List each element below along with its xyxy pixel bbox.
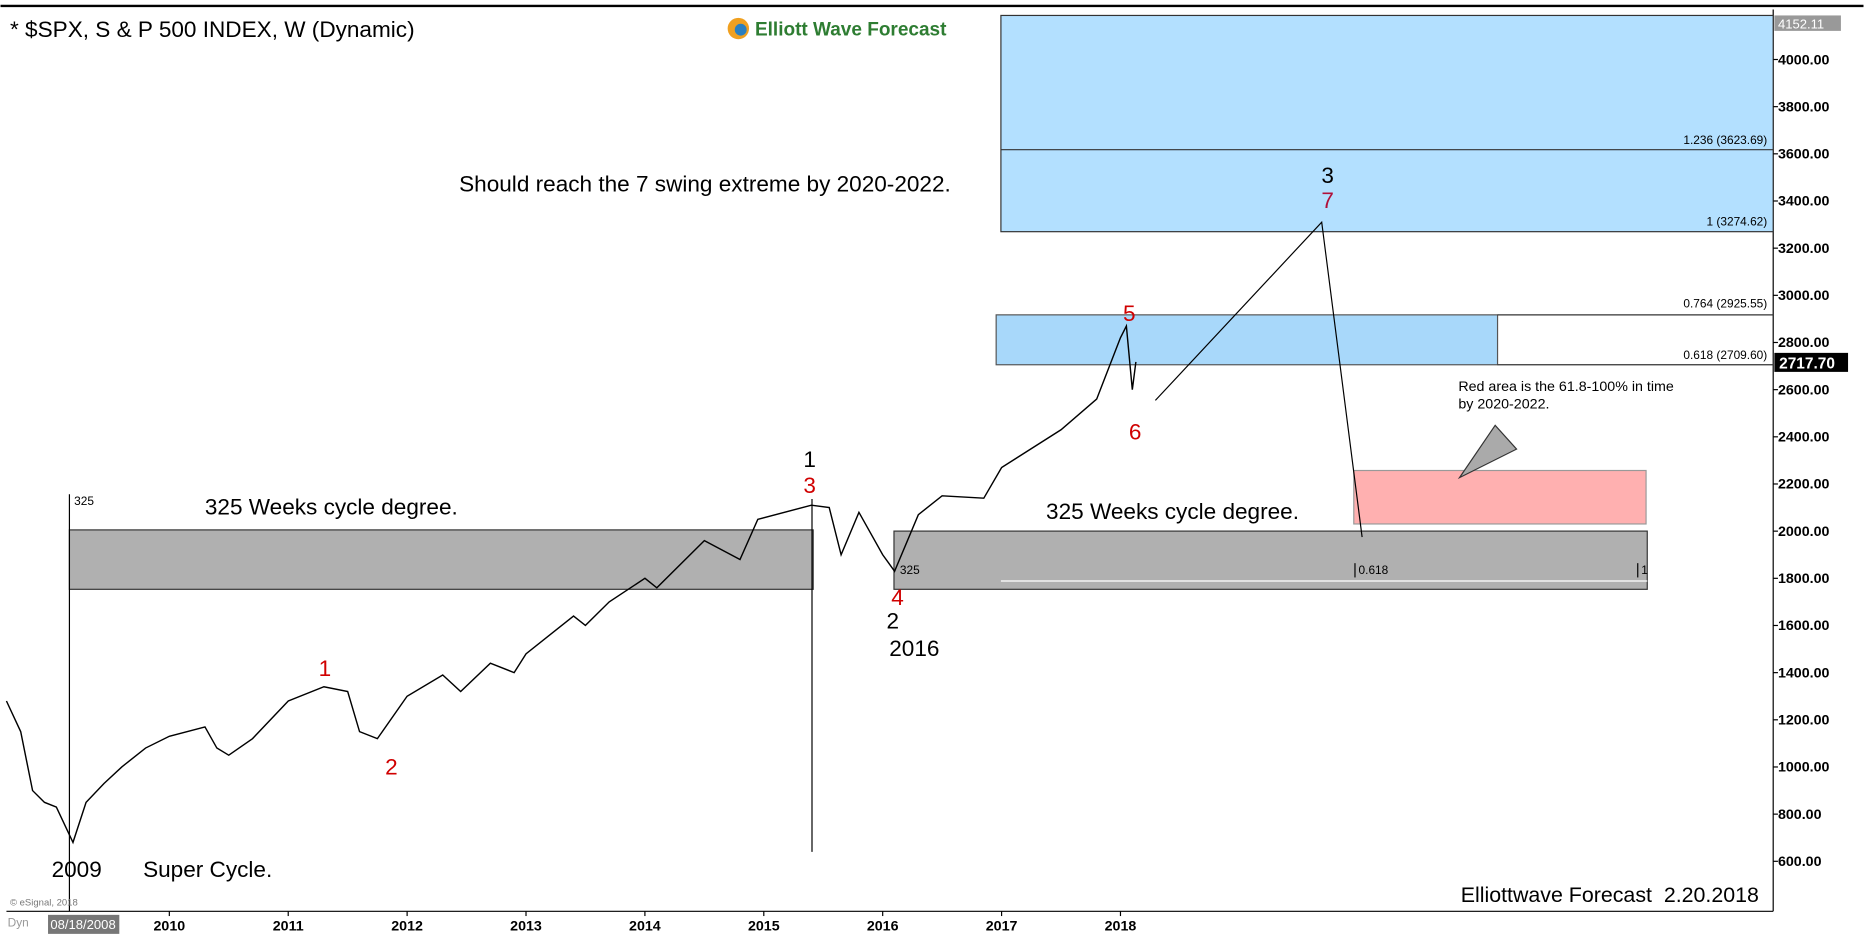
y-tick-label: 800.00 xyxy=(1778,807,1822,823)
cycle-zone xyxy=(893,530,1648,590)
y-tick-label: 2000.00 xyxy=(1778,524,1830,540)
annotation: 325 xyxy=(900,563,920,577)
annotation: 2 xyxy=(887,609,900,634)
x-tick-label: 2014 xyxy=(629,918,661,934)
annotation: 1 xyxy=(319,656,332,681)
arrow xyxy=(1457,424,1518,480)
y-tick-label: 1200.00 xyxy=(1778,713,1830,729)
y-tick-label: 2200.00 xyxy=(1778,477,1830,493)
logo-icon xyxy=(734,23,747,36)
y-tick-label: 1800.00 xyxy=(1778,571,1830,587)
y-tick-label: 3800.00 xyxy=(1778,99,1830,115)
x-tick-label: 2016 xyxy=(867,918,899,934)
annotation: 4 xyxy=(891,585,904,610)
y-tick-label: 3600.00 xyxy=(1778,147,1830,163)
x-tick-label: 2012 xyxy=(391,918,423,934)
x-tick-label: 2018 xyxy=(1105,918,1137,934)
annotation: © eSignal, 2018 xyxy=(10,897,78,908)
fib-label: 0.764 (2925.55) xyxy=(1683,297,1767,311)
fib-label: 1 (3274.62) xyxy=(1707,215,1768,229)
annotation: 3 xyxy=(803,473,816,498)
y-tick-label: 2800.00 xyxy=(1778,335,1830,351)
date-box xyxy=(48,914,120,934)
dyn-label: Dyn xyxy=(8,916,29,930)
y-tick-label: 3000.00 xyxy=(1778,288,1830,304)
annotation: 6 xyxy=(1129,420,1142,445)
chart-title: * $SPX, S & P 500 INDEX, W (Dynamic) xyxy=(10,17,415,42)
y-tick-label: 3400.00 xyxy=(1778,194,1830,210)
annotation: 325 Weeks cycle degree. xyxy=(205,494,458,519)
fib-label: 1.236 (3623.69) xyxy=(1683,133,1767,147)
annotation: 2 xyxy=(385,755,398,780)
fib-label: 0.618 (2709.60) xyxy=(1683,348,1767,362)
annotation: 3 xyxy=(1321,163,1334,188)
price-tag: 2717.70 xyxy=(1779,355,1835,372)
annotation: 0.618 xyxy=(1359,563,1389,577)
price-line xyxy=(5,323,1137,845)
annotation: Elliottwave Forecast 2.20.2018 xyxy=(1461,883,1759,907)
projection xyxy=(1154,220,1363,538)
y-tick-label: 3200.00 xyxy=(1778,241,1830,257)
price-tag: 4152.11 xyxy=(1778,17,1824,32)
annotation: 2016 xyxy=(889,636,939,661)
price-tag-box xyxy=(1774,15,1841,31)
x-tick-label: 2011 xyxy=(273,918,304,934)
x-tick-label: 2013 xyxy=(510,918,542,934)
x-tick-label: 2017 xyxy=(986,918,1018,934)
annotation: 325 xyxy=(74,494,94,508)
price-tag-box xyxy=(1774,352,1849,372)
annotation: 325 Weeks cycle degree. xyxy=(1046,499,1299,524)
logo: Elliott Wave Forecast xyxy=(755,20,947,41)
annotation: 2009 xyxy=(52,857,102,882)
cycle-zone xyxy=(68,529,814,590)
target-zone xyxy=(1000,14,1774,233)
time-zone xyxy=(1353,469,1647,525)
y-tick-label: 1600.00 xyxy=(1778,618,1830,634)
wave5-zone xyxy=(995,314,1499,366)
annotation: by 2020-2022. xyxy=(1458,397,1549,413)
annotation: 1 xyxy=(803,447,816,472)
x-tick-label: 2010 xyxy=(153,918,185,934)
annotation: 7 xyxy=(1321,188,1334,213)
annotation: Super Cycle. xyxy=(143,857,272,882)
annotation: Should reach the 7 swing extreme by 2020… xyxy=(459,171,951,196)
annotation: 5 xyxy=(1123,301,1136,326)
annotation: 1 xyxy=(1641,563,1648,577)
y-tick-label: 1400.00 xyxy=(1778,665,1830,681)
y-tick-label: 2400.00 xyxy=(1778,430,1830,446)
y-tick-label: 1000.00 xyxy=(1778,760,1830,776)
y-tick-label: 2600.00 xyxy=(1778,382,1830,398)
y-tick-label: 600.00 xyxy=(1778,854,1822,870)
y-tick-label: 4000.00 xyxy=(1778,52,1830,68)
annotation: Red area is the 61.8-100% in time xyxy=(1458,379,1674,395)
start-date: 08/18/2008 xyxy=(50,917,115,932)
x-tick-label: 2015 xyxy=(748,918,780,934)
